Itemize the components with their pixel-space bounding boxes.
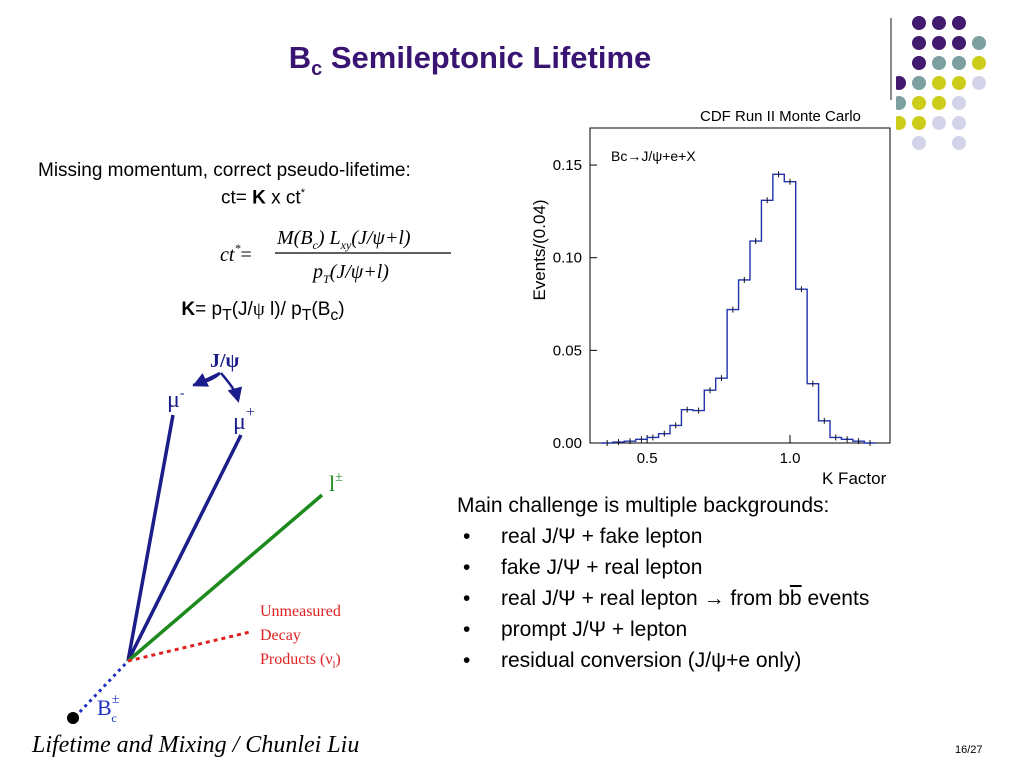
decorative-dot: [912, 16, 926, 30]
lepton-label: l±: [329, 470, 343, 496]
footer-text: Lifetime and Mixing / Chunlei Liu: [32, 732, 360, 758]
y-tick-label: 0.15: [553, 157, 582, 174]
divider-line: [890, 18, 892, 100]
list-item: • residual conversion (J/ψ+e only): [463, 649, 802, 672]
decorative-dot: [932, 76, 946, 90]
unmeasured-line3: Products (νl): [260, 651, 341, 671]
k-factor-definition: K= pT(J/ψ l)/ pT(Bc): [181, 299, 345, 324]
muon-plus-track: [126, 434, 243, 662]
formula-numerator: M(Bc) Lxy(J/ψ+l): [276, 227, 411, 252]
decorative-dot: [912, 36, 926, 50]
muon-minus-track: [126, 414, 175, 662]
x-tick-label: 1.0: [780, 450, 801, 467]
primary-vertex: [67, 712, 79, 724]
decorative-dot: [932, 96, 946, 110]
decay-diagram: J/ψ μ- μ+ l± Unmeasured Decay Products (…: [67, 350, 343, 725]
pseudo-lifetime-formula: ct*= M(Bc) Lxy(J/ψ+l) pT(J/ψ+l): [220, 227, 451, 286]
page-number: 16/27: [955, 744, 983, 756]
list-item: • prompt J/Ψ + lepton: [463, 618, 688, 641]
decorative-dot: [912, 56, 926, 70]
mu-plus-label: μ+: [233, 404, 255, 435]
decorative-dot: [972, 36, 986, 50]
unmeasured-line2: Decay: [260, 627, 301, 644]
decorative-dot: [932, 36, 946, 50]
ct-definition: ct= K x ct*: [220, 187, 305, 209]
y-axis-label: Events/(0.04): [530, 199, 549, 300]
decorative-dot: [952, 56, 966, 70]
y-tick-label: 0.05: [553, 342, 582, 359]
y-tick-label: 0.10: [553, 250, 582, 267]
challenge-list: Main challenge is multiple backgrounds: …: [457, 490, 869, 676]
decorative-dot: [896, 116, 906, 130]
decorative-dot: [932, 16, 946, 30]
mu-minus-label: μ-: [167, 386, 185, 413]
decorative-dot: [896, 76, 906, 90]
decorative-dot: [896, 96, 906, 110]
list-item: • real J/Ψ + fake lepton: [463, 525, 703, 548]
chart-title: CDF Run II Monte Carlo: [700, 108, 861, 125]
bc-label: B± c: [97, 692, 120, 725]
decorative-dot: [952, 36, 966, 50]
x-axis-label: K Factor: [822, 469, 887, 488]
jpsi-arrows: [192, 372, 238, 400]
decorative-dot: [912, 136, 926, 150]
formula-lhs: ct*=: [220, 241, 252, 266]
list-item: • real J/Ψ + real lepton → from bb events: [463, 587, 870, 610]
decorative-dot: [952, 116, 966, 130]
list-item: • fake J/Ψ + real lepton: [463, 556, 703, 579]
decorative-dot: [952, 76, 966, 90]
decorative-dot: [932, 116, 946, 130]
k-factor-histogram: CDF Run II Monte Carlo 0.000.050.100.15 …: [530, 108, 891, 488]
decorative-dot: [952, 96, 966, 110]
y-tick-label: 0.00: [553, 435, 582, 452]
decorative-dot: [952, 16, 966, 30]
jpsi-label: J/ψ: [210, 350, 240, 372]
x-tick-label: 0.5: [637, 450, 658, 467]
histogram-line: [601, 173, 876, 444]
plot-frame: [589, 127, 891, 444]
bc-flight-line: [73, 659, 130, 719]
decorative-dot: [972, 76, 986, 90]
decorative-dot: [952, 136, 966, 150]
formula-denominator: pT(J/ψ+l): [311, 261, 389, 286]
missing-momentum-text: Missing momentum, correct pseudo-lifetim…: [38, 160, 411, 181]
decorative-dot: [932, 56, 946, 70]
unmeasured-track: [127, 630, 251, 663]
decorative-dot-grid: [896, 16, 986, 150]
challenge-heading: Main challenge is multiple backgrounds:: [457, 494, 830, 517]
decorative-dot: [912, 76, 926, 90]
lepton-track: [126, 493, 324, 663]
decorative-dot: [912, 96, 926, 110]
slide-title: Bc Semileptonic Lifetime: [288, 40, 652, 81]
decorative-dot: [912, 116, 926, 130]
chart-annotation: Bc→J/ψ+e+X: [611, 148, 696, 164]
decorative-dot: [972, 56, 986, 70]
unmeasured-line1: Unmeasured: [260, 603, 341, 620]
